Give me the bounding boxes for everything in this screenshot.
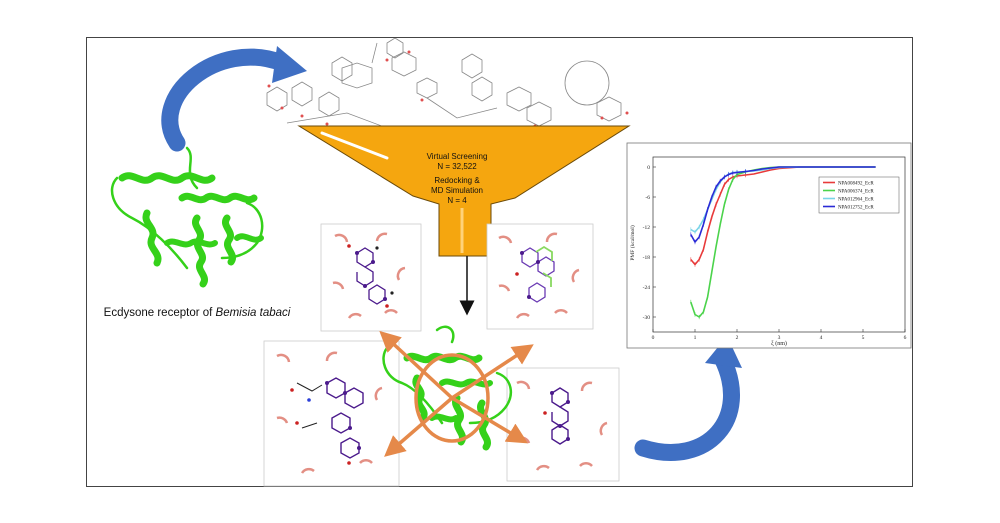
interaction-panel-bottom-right (506, 367, 620, 482)
central-protein-icon (382, 325, 513, 451)
y-ticks: 0 -6 -12 -18 -24 -30 (643, 165, 656, 321)
x-axis-label: ξ (nm) (771, 340, 787, 347)
curved-arrow-bottom-right (634, 336, 742, 461)
interaction-panel-top-left (320, 223, 422, 332)
chemical-structures-icon (266, 37, 622, 129)
graphical-abstract-frame: Virtual Screening N = 32,522 Redocking &… (86, 37, 913, 487)
y-tick-label: -6 (645, 195, 650, 201)
ecdysone-receptor-protein-icon (110, 146, 264, 288)
legend-entry: NPA012752_EcR (838, 206, 874, 211)
funnel-text-line3: Redocking & (434, 176, 480, 185)
x-tick-label: 5 (862, 335, 865, 341)
legend-entry: NPA006374_EcR (838, 190, 874, 195)
funnel-text-line4: MD Simulation (431, 186, 483, 195)
x-tick-label: 1 (694, 335, 697, 341)
y-tick-label: 0 (647, 165, 650, 171)
funnel-text-line1: Virtual Screening (427, 152, 488, 161)
y-tick-label: -12 (643, 225, 651, 231)
x-tick-label: 4 (820, 335, 823, 341)
x-ticks: 0 1 2 3 4 5 6 (652, 329, 907, 341)
y-tick-label: -24 (643, 285, 651, 291)
legend-entry: NPA012964_EcR (838, 198, 874, 203)
chart-series (690, 166, 876, 320)
x-tick-label: 2 (736, 335, 739, 341)
legend-entry: NPA008492_EcR (838, 182, 874, 187)
x-tick-label: 0 (652, 335, 655, 341)
y-axis-label: PMF (kcal/mol) (629, 225, 636, 260)
interaction-panel-bottom-left (263, 340, 400, 487)
red-oxygen-atoms-icon (267, 50, 629, 128)
curved-arrow-top-left (161, 46, 307, 152)
x-tick-label: 6 (904, 335, 907, 341)
funnel-text-line2: N = 32,522 (437, 162, 477, 171)
abstract-canvas: Virtual Screening N = 32,522 Redocking &… (104, 37, 912, 487)
receptor-caption: Ecdysone receptor of Bemisia tabaci (104, 307, 291, 319)
orange-arrows-icon (379, 330, 534, 457)
chart-legend: NPA008492_EcR NPA006374_EcR NPA012964_EcR N… (818, 176, 900, 214)
x-tick-label: 3 (778, 335, 781, 341)
interaction-panel-top-right (486, 223, 594, 330)
receptor-species: Bemisia tabaci (216, 307, 291, 319)
series-line-npa012752-ecr (690, 166, 876, 243)
y-tick-label: -30 (643, 315, 651, 321)
funnel-text-line5: N = 4 (447, 196, 467, 205)
y-tick-label: -18 (643, 255, 651, 261)
